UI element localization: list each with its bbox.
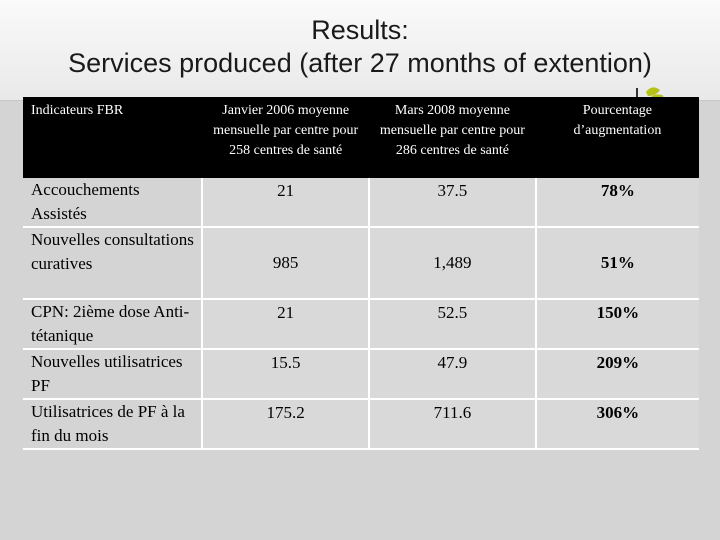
table-row: CPN: 2ième dose Anti-tétanique 21 52.5 1… xyxy=(23,299,699,350)
row-mar2008: 1,489 xyxy=(369,227,537,300)
row-indicator: Utilisatrices de PF à la fin du mois xyxy=(23,399,204,450)
row-percent: 78% xyxy=(535,178,699,228)
row-indicator: Nouvelles consultations curatives xyxy=(23,227,204,300)
row-jan2006: 985 xyxy=(202,227,371,300)
results-table: Indicateurs FBR Janvier 2006 moyenne men… xyxy=(23,97,699,450)
title-line-2: Services produced (after 27 months of ex… xyxy=(68,48,652,78)
row-jan2006: 15.5 xyxy=(202,349,371,400)
row-indicator: Nouvelles utilisatrices PF xyxy=(23,349,204,400)
row-percent: 51% xyxy=(535,227,699,300)
row-mar2008: 47.9 xyxy=(369,349,537,400)
header-row: Indicateurs FBR Janvier 2006 moyenne men… xyxy=(23,97,699,178)
row-jan2006: 21 xyxy=(202,299,371,350)
table-row: Accouchements Assistés 21 37.5 78% xyxy=(23,178,699,228)
slide-title: Results: Services produced (after 27 mon… xyxy=(0,14,720,80)
title-bar: Results: Services produced (after 27 mon… xyxy=(0,0,720,101)
row-mar2008: 37.5 xyxy=(369,178,537,228)
row-jan2006: 21 xyxy=(202,178,371,228)
header-indicator: Indicateurs FBR xyxy=(23,97,203,178)
table-row: Nouvelles utilisatrices PF 15.5 47.9 209… xyxy=(23,349,699,400)
table-row: Nouvelles consultations curatives 985 1,… xyxy=(23,227,699,300)
header-jan2006: Janvier 2006 moyenne mensuelle par centr… xyxy=(202,97,370,178)
header-percent: Pourcentage d’augmentation xyxy=(535,97,699,178)
row-jan2006: 175.2 xyxy=(202,399,371,450)
row-percent: 150% xyxy=(535,299,699,350)
table-row: Utilisatrices de PF à la fin du mois 175… xyxy=(23,399,699,450)
row-indicator: Accouchements Assistés xyxy=(23,178,204,228)
row-percent: 306% xyxy=(535,399,699,450)
title-line-1: Results: xyxy=(311,15,409,45)
row-mar2008: 52.5 xyxy=(369,299,537,350)
header-mar2008: Mars 2008 moyenne mensuelle par centre p… xyxy=(369,97,536,178)
row-mar2008: 711.6 xyxy=(369,399,537,450)
row-indicator: CPN: 2ième dose Anti-tétanique xyxy=(23,299,204,350)
row-percent: 209% xyxy=(535,349,699,400)
